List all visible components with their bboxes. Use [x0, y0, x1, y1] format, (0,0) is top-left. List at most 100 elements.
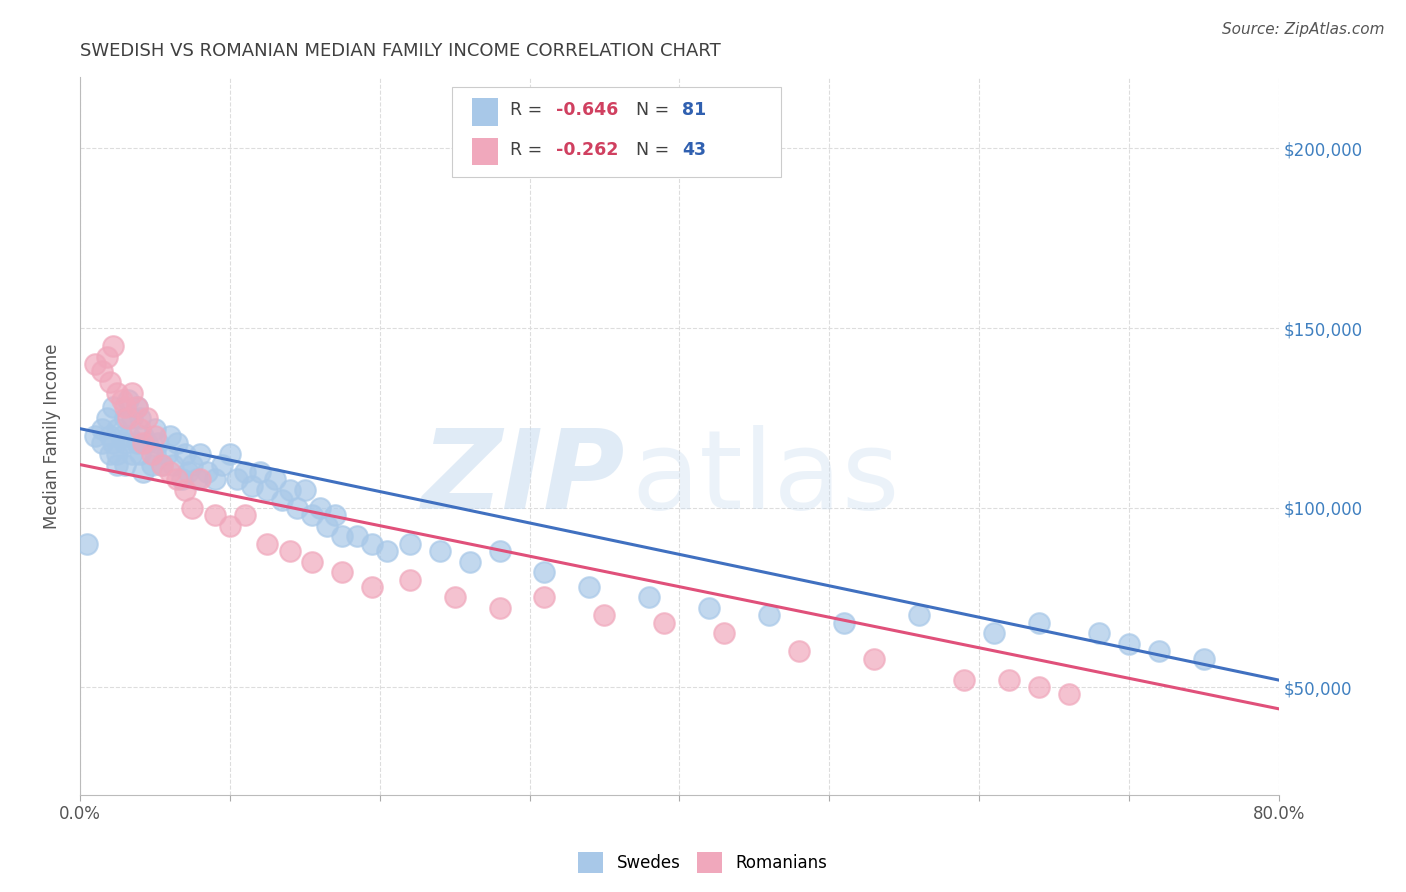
Text: -0.262: -0.262 — [555, 141, 619, 159]
Point — [204, 508, 226, 522]
Point — [96, 410, 118, 425]
Point — [114, 458, 136, 472]
Point — [346, 529, 368, 543]
Point — [150, 458, 173, 472]
Point — [699, 601, 721, 615]
Point — [832, 615, 855, 630]
Point — [278, 543, 301, 558]
Point — [128, 410, 150, 425]
Point — [654, 615, 676, 630]
Y-axis label: Median Family Income: Median Family Income — [44, 343, 60, 529]
Point — [488, 601, 510, 615]
Point — [285, 500, 308, 515]
Point — [181, 500, 204, 515]
Point — [177, 465, 200, 479]
Point — [173, 483, 195, 497]
Point — [787, 644, 810, 658]
Point — [98, 447, 121, 461]
Point — [83, 429, 105, 443]
Point — [458, 555, 481, 569]
Point — [132, 436, 155, 450]
Point — [125, 400, 148, 414]
Point — [181, 458, 204, 472]
Point — [96, 350, 118, 364]
Text: 43: 43 — [682, 141, 706, 159]
Text: N =: N = — [637, 141, 675, 159]
Text: -0.646: -0.646 — [555, 101, 619, 119]
Point — [204, 472, 226, 486]
Point — [156, 447, 179, 461]
Point — [278, 483, 301, 497]
Point — [316, 518, 339, 533]
Point — [121, 410, 143, 425]
Point — [863, 651, 886, 665]
Point — [125, 436, 148, 450]
Text: SWEDISH VS ROMANIAN MEDIAN FAMILY INCOME CORRELATION CHART: SWEDISH VS ROMANIAN MEDIAN FAMILY INCOME… — [80, 42, 721, 60]
Point — [188, 472, 211, 486]
Point — [375, 543, 398, 558]
Point — [593, 608, 616, 623]
Point — [136, 410, 159, 425]
Point — [105, 458, 128, 472]
Point — [118, 429, 141, 443]
Point — [533, 591, 555, 605]
Text: atlas: atlas — [631, 425, 900, 533]
Point — [91, 364, 114, 378]
Point — [143, 422, 166, 436]
Point — [166, 436, 188, 450]
Point — [443, 591, 465, 605]
Point — [162, 458, 184, 472]
Point — [361, 536, 384, 550]
Text: R =: R = — [510, 101, 548, 119]
Point — [101, 400, 124, 414]
Point — [143, 447, 166, 461]
FancyBboxPatch shape — [472, 98, 498, 126]
Point — [398, 536, 420, 550]
Point — [998, 673, 1021, 687]
FancyBboxPatch shape — [451, 87, 782, 178]
Point — [1147, 644, 1170, 658]
Point — [146, 436, 169, 450]
Point — [117, 410, 139, 425]
Point — [983, 626, 1005, 640]
Point — [136, 436, 159, 450]
Point — [121, 447, 143, 461]
Point — [143, 429, 166, 443]
Point — [114, 410, 136, 425]
Point — [111, 392, 134, 407]
Point — [1118, 637, 1140, 651]
Point — [141, 447, 163, 461]
Point — [330, 529, 353, 543]
Point — [263, 472, 285, 486]
Point — [98, 375, 121, 389]
Point — [105, 422, 128, 436]
Point — [1028, 681, 1050, 695]
Point — [758, 608, 780, 623]
Point — [170, 472, 193, 486]
Point — [233, 465, 256, 479]
Text: R =: R = — [510, 141, 548, 159]
Point — [218, 518, 240, 533]
Point — [226, 472, 249, 486]
Point — [638, 591, 661, 605]
Text: N =: N = — [637, 101, 675, 119]
Point — [101, 339, 124, 353]
Point — [132, 429, 155, 443]
Point — [301, 508, 323, 522]
Text: 81: 81 — [682, 101, 706, 119]
Point — [91, 422, 114, 436]
Text: Source: ZipAtlas.com: Source: ZipAtlas.com — [1222, 22, 1385, 37]
Point — [150, 458, 173, 472]
Point — [429, 543, 451, 558]
Point — [953, 673, 976, 687]
Point — [256, 536, 278, 550]
Point — [98, 429, 121, 443]
Point — [233, 508, 256, 522]
Point — [101, 436, 124, 450]
Point — [398, 573, 420, 587]
Point — [83, 357, 105, 371]
Point — [533, 566, 555, 580]
Point — [121, 385, 143, 400]
Point — [188, 447, 211, 461]
Point — [308, 500, 330, 515]
